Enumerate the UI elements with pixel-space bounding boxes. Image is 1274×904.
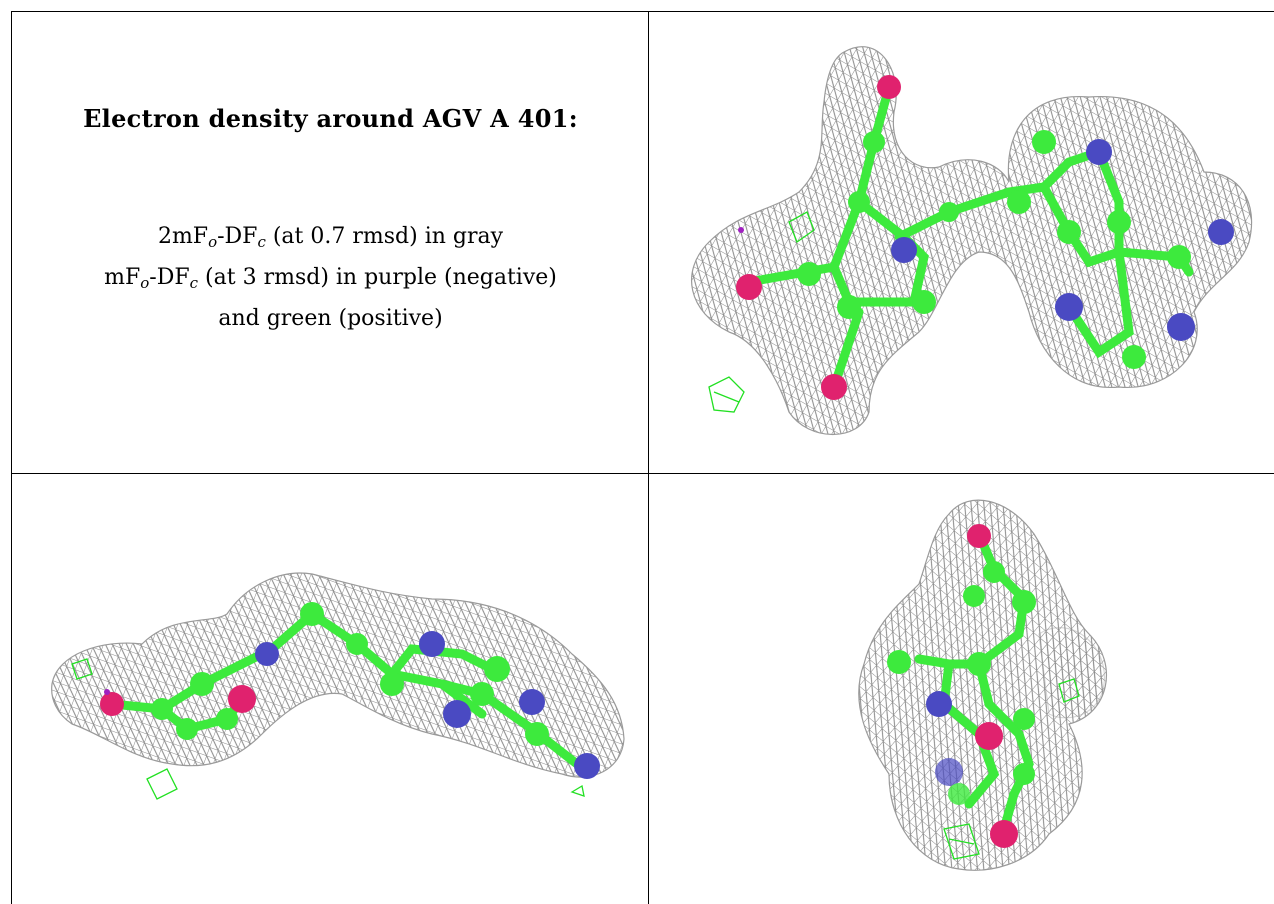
atoms-view-3 — [887, 524, 1036, 848]
atoms-view-1 — [736, 75, 1234, 400]
ligand-view-3 — [649, 474, 1274, 904]
legend-line-colors: and green (positive) — [218, 306, 443, 331]
ligand-view-1 — [649, 12, 1274, 473]
table-border-left — [11, 11, 12, 904]
table-border-top — [11, 11, 1274, 12]
atoms-view-2 — [100, 602, 600, 779]
figure-table: Electron density around AGV A 401: 2mFo-… — [11, 11, 1274, 904]
legend-line-2fo-fc: 2mFo-DFc (at 0.7 rmsd) in gray — [157, 224, 504, 251]
ligand-view-2 — [12, 474, 648, 904]
figure-title: Electron density around AGV A 401: — [83, 104, 578, 133]
table-border-center — [648, 11, 649, 904]
density-legend: 2mFo-DFc (at 0.7 rmsd) in gray mFo-DFc (… — [12, 217, 648, 338]
density-mesh-view-1 — [691, 46, 1253, 435]
density-mesh-view-2 — [51, 572, 625, 800]
density-mesh-view-3 — [858, 499, 1107, 871]
table-border-middle — [11, 473, 1274, 474]
legend-line-fo-fc: mFo-DFc (at 3 rmsd) in purple (negative) — [104, 265, 557, 292]
caption-cell: Electron density around AGV A 401: 2mFo-… — [12, 12, 648, 473]
